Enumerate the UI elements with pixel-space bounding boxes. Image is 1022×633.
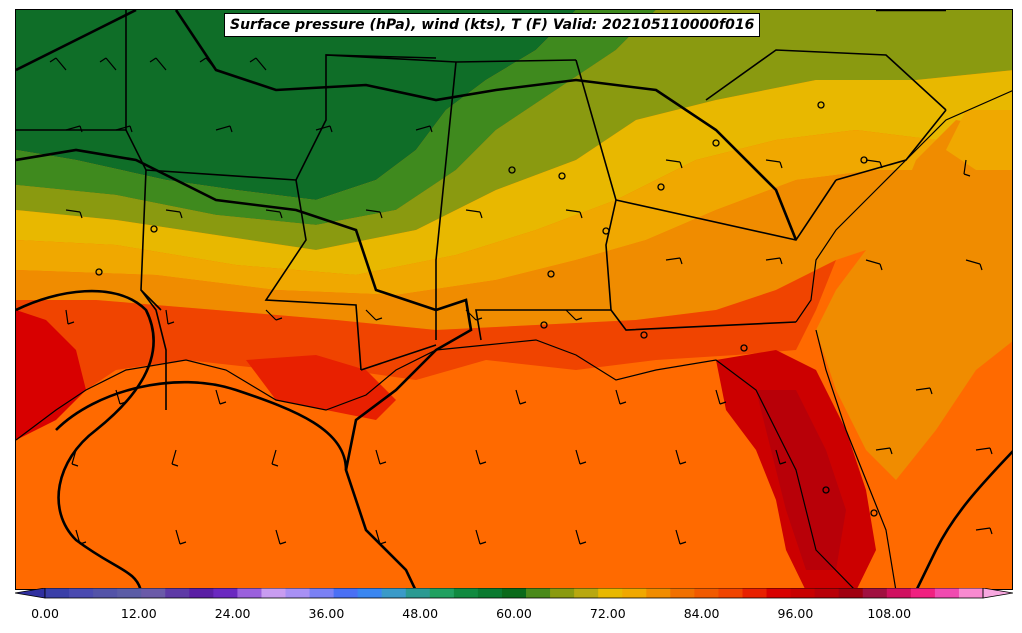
weather-map [16,10,1012,589]
map-panel [15,9,1013,590]
colorbar-segment [886,588,912,598]
colorbar-segment [910,588,936,598]
colorbar-tick-label: 48.00 [402,606,439,621]
colorbar-frame [44,588,984,599]
colorbar-segment [213,588,238,598]
temperature-colorbar [15,588,1013,599]
colorbar-segment [814,588,840,598]
colorbar-segment [670,588,695,598]
colorbar-segment [117,588,142,598]
colorbar-max-extension [982,588,1013,599]
colorbar-segment [381,588,407,598]
colorbar-segment [405,588,431,598]
colorbar-segment [261,588,287,598]
colorbar-segment [550,588,575,598]
colorbar-segment [838,588,864,598]
band-orange [16,160,1012,330]
atlantic-orange-light [946,110,1012,170]
colorbar-tick-label: 36.00 [308,606,345,621]
colorbar-tick-label: 84.00 [683,606,720,621]
colorbar-segment [934,588,960,598]
colorbar-segment [574,588,599,598]
colorbar-segment [718,588,743,598]
coastline [16,90,1012,589]
colorbar-segment [958,588,984,598]
colorbar-segment [694,588,719,598]
colorbar-segment [45,588,70,598]
band-orange-light [16,120,1012,295]
wind-barbs [49,57,993,545]
colorbar-segment [333,588,359,598]
hot-region-louisiana [246,355,396,420]
colorbar-tick-label: 12.00 [120,606,157,621]
colorbar-tick-label: 72.00 [589,606,626,621]
colorbar-segment [285,588,311,598]
band-olive [16,10,1012,250]
atlantic-orange [816,120,1012,480]
colorbar-segment [646,588,671,598]
calm-wind-circles [95,101,878,517]
map-title: Surface pressure (hPa), wind (kts), T (F… [224,13,761,37]
colorbar-min-extension [15,588,46,599]
colorbar-segment [453,588,479,598]
colorbar-segment [69,588,94,598]
colorbar-segment [477,588,503,598]
colorbar-segment [141,588,166,598]
colorbar-segment [357,588,383,598]
colorbar-segment [165,588,190,598]
colorbar-segment [622,588,647,598]
colorbar-segment [766,588,792,598]
colorbar-segment [189,588,214,598]
band-yellow [16,70,1012,275]
colorbar-tick-label: 0.00 [31,606,59,621]
colorbar-segment [237,588,262,598]
colorbar-segment [862,588,888,598]
colorbar-segment [93,588,118,598]
colorbar-tick-label: 24.00 [214,606,251,621]
colorbar-segment [598,588,623,598]
colorbar-segment [429,588,455,598]
colorbar-tick-label: 96.00 [777,606,814,621]
colorbar-segment [309,588,335,598]
isobars [16,10,1012,589]
colorbar-segment [501,588,527,598]
colorbar-segment [526,588,551,598]
colorbar-segment [742,588,768,598]
hot-region-texas [16,310,86,440]
colorbar-tick-label: 108.00 [867,606,912,621]
band-red-orange [16,260,836,440]
colorbar-tick-label: 60.00 [496,606,532,621]
colorbar-segment [790,588,816,598]
